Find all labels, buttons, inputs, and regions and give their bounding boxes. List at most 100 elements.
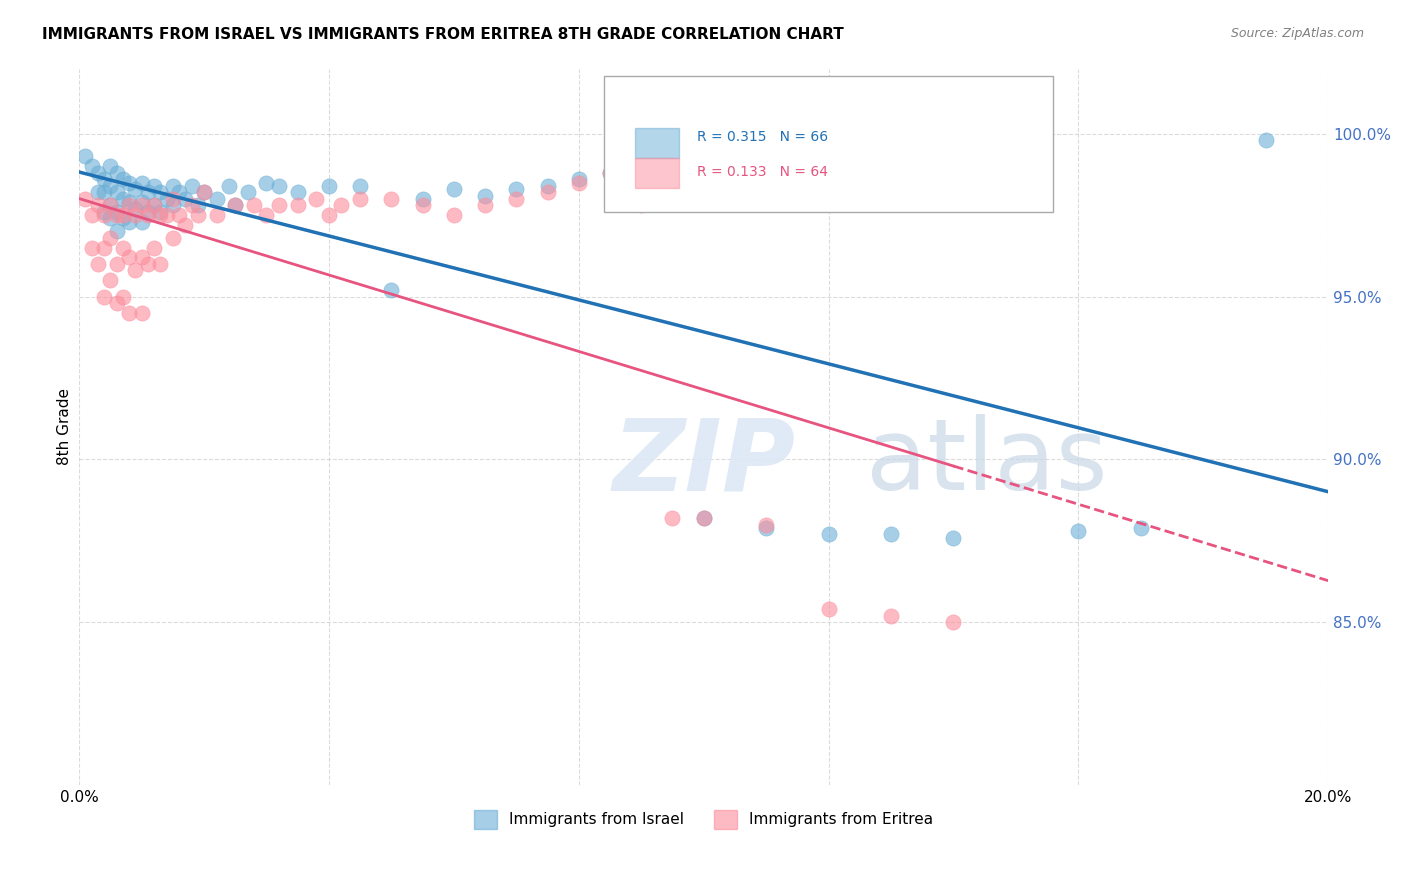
Point (162, 178, 184, 193)
FancyBboxPatch shape (636, 128, 679, 158)
Point (1129, 521, 1152, 535)
Point (118, 198, 141, 212)
Point (661, 511, 683, 525)
Point (380, 283, 402, 297)
Point (599, 166, 621, 180)
Point (149, 186, 172, 200)
Point (330, 198, 353, 212)
Point (817, 527, 839, 541)
Point (692, 511, 714, 525)
Point (80, 159, 103, 173)
Point (98, 198, 121, 212)
Point (205, 208, 228, 222)
Point (880, 527, 903, 541)
Point (167, 186, 190, 200)
Point (205, 192, 228, 206)
Point (1254, 133, 1277, 147)
Point (1067, 524, 1090, 538)
Point (287, 186, 309, 200)
Point (124, 182, 146, 196)
Point (105, 204, 128, 219)
Point (224, 198, 246, 212)
Point (98, 159, 121, 173)
Point (75, 192, 97, 206)
Point (105, 208, 128, 222)
Point (474, 198, 496, 212)
Text: Source: ZipAtlas.com: Source: ZipAtlas.com (1230, 27, 1364, 40)
Point (267, 178, 290, 193)
Point (174, 218, 197, 232)
Point (155, 208, 177, 222)
Point (755, 517, 778, 532)
Point (105, 186, 128, 200)
Text: ZIP: ZIP (612, 414, 796, 511)
Point (149, 204, 172, 219)
Y-axis label: 8th Grade: 8th Grade (58, 388, 72, 466)
Point (630, 182, 652, 196)
Point (880, 608, 903, 623)
Point (187, 208, 209, 222)
Point (143, 198, 166, 212)
Point (942, 531, 965, 545)
Point (305, 192, 328, 206)
FancyBboxPatch shape (636, 158, 679, 188)
Point (536, 178, 558, 193)
Point (630, 198, 652, 212)
Point (218, 178, 240, 193)
Point (236, 186, 259, 200)
Point (505, 182, 527, 196)
Point (162, 198, 184, 212)
Point (193, 186, 215, 200)
Point (224, 198, 246, 212)
Point (131, 251, 153, 265)
Point (105, 257, 128, 271)
Point (111, 208, 134, 222)
Point (143, 241, 166, 255)
Point (93, 208, 115, 222)
Point (118, 176, 141, 190)
Point (505, 192, 527, 206)
Point (131, 214, 153, 228)
Point (98, 198, 121, 212)
Point (162, 231, 184, 245)
Point (105, 224, 128, 238)
Point (692, 511, 714, 525)
Point (568, 176, 591, 190)
Legend: Immigrants from Israel, Immigrants from Eritrea: Immigrants from Israel, Immigrants from … (468, 804, 939, 835)
Point (149, 257, 172, 271)
Point (136, 204, 159, 219)
Point (474, 188, 496, 202)
Text: R = 0.133   N = 64: R = 0.133 N = 64 (697, 165, 828, 179)
Point (118, 251, 141, 265)
Point (93, 186, 115, 200)
Point (111, 211, 134, 226)
Point (93, 289, 115, 303)
Point (143, 198, 166, 212)
Point (124, 208, 146, 222)
Point (98, 178, 121, 193)
Point (87, 198, 110, 212)
Point (412, 198, 434, 212)
Point (124, 263, 146, 277)
Point (118, 306, 141, 320)
Point (136, 257, 159, 271)
Point (131, 306, 153, 320)
Point (599, 166, 621, 180)
Point (111, 241, 134, 255)
Point (443, 208, 465, 222)
Point (131, 198, 153, 212)
Point (93, 172, 115, 186)
Point (87, 166, 110, 180)
Point (180, 178, 202, 193)
Point (187, 198, 209, 212)
Point (131, 195, 153, 210)
Point (111, 172, 134, 186)
Point (80, 241, 103, 255)
Point (412, 192, 434, 206)
Point (174, 192, 197, 206)
Point (149, 208, 172, 222)
Point (942, 615, 965, 630)
Point (267, 198, 290, 212)
Point (131, 176, 153, 190)
Point (162, 192, 184, 206)
